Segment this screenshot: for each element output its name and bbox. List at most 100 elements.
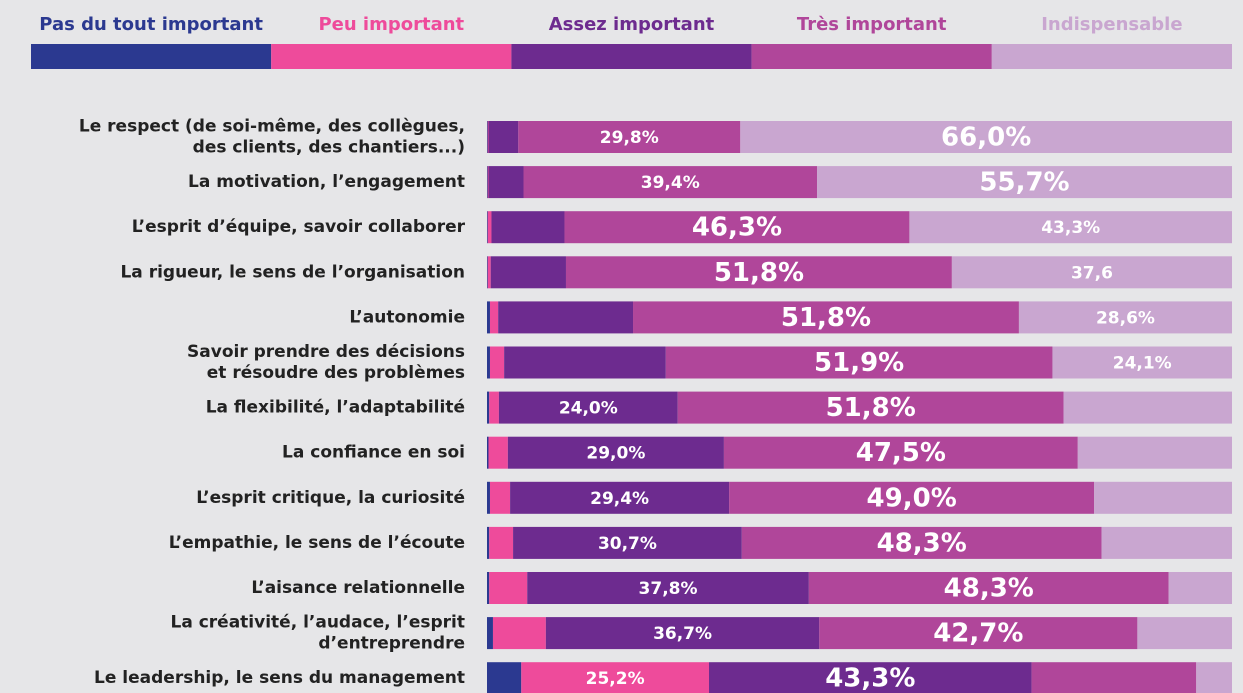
legend-label: Peu important: [318, 14, 464, 35]
category-label: Le leadership, le sens du management: [94, 668, 465, 688]
legend-label: Assez important: [549, 14, 715, 35]
category-label: des clients, des chantiers...): [193, 138, 465, 158]
value-label: 51,8%: [714, 258, 804, 288]
bar-segment: [489, 481, 511, 514]
value-label: 55,7%: [979, 168, 1069, 198]
bar-segment: [487, 481, 490, 514]
value-label: 30,7%: [598, 534, 657, 554]
value-label: 51,9%: [814, 348, 904, 378]
bar-segment: [487, 346, 490, 379]
value-label: 43,3%: [825, 664, 915, 693]
bar-segment: [510, 481, 730, 514]
legend-label: Indispensable: [1041, 14, 1182, 35]
bar-segment: [709, 662, 1032, 693]
category-label: d’entreprendre: [318, 634, 465, 654]
category-label: Le respect (de soi-même, des collègues,: [79, 117, 465, 137]
value-label: 29,4%: [590, 489, 649, 509]
value-label: 37,8%: [639, 579, 698, 599]
bar-segment: [487, 572, 490, 604]
category-label: La flexibilité, l’adaptabilité: [206, 398, 465, 418]
bar-segment: [741, 526, 1102, 559]
value-label: 51,8%: [781, 303, 871, 333]
bar-segment: [1101, 526, 1232, 559]
value-label: 48,3%: [944, 574, 1034, 604]
bar-segment: [729, 481, 1095, 514]
bar-segment: [1137, 617, 1232, 650]
value-label: 49,0%: [867, 483, 957, 513]
legend-swatch: [511, 44, 752, 69]
bar-segment: [507, 436, 724, 469]
bar-segment: [487, 121, 488, 153]
bar-segment: [1196, 662, 1232, 693]
bar-segment: [909, 211, 1232, 244]
bar-segment: [487, 301, 490, 334]
bar-segment: [489, 526, 514, 559]
value-label: 42,7%: [933, 619, 1023, 649]
bar-segment: [518, 121, 741, 153]
bar-segment: [487, 211, 488, 244]
bar-segment: [498, 391, 678, 424]
category-label: La créativité, l’audace, l’esprit: [170, 613, 465, 633]
category-label: L’esprit critique, la curiosité: [196, 488, 465, 508]
category-label: L’esprit d’équipe, savoir collaborer: [132, 217, 466, 237]
category-label: L’aisance relationnelle: [251, 578, 465, 598]
category-label: Savoir prendre des décisions: [187, 342, 465, 362]
category-label: La rigueur, le sens de l’organisation: [120, 262, 465, 282]
bar-segment: [487, 121, 489, 153]
bar-segment: [504, 346, 666, 379]
category-label: La motivation, l’engagement: [188, 172, 465, 192]
bar-segment: [545, 617, 820, 650]
bar-segment: [819, 617, 1138, 650]
bar-segment: [1052, 346, 1232, 379]
bar-segment: [498, 301, 634, 334]
legend-swatch: [991, 44, 1232, 69]
bar-segment: [487, 256, 491, 289]
value-label: 28,6%: [1096, 308, 1155, 328]
category-label: L’autonomie: [349, 307, 465, 327]
bar-segment: [1168, 572, 1232, 604]
legend-label: Très important: [797, 14, 947, 35]
legend-swatch: [271, 44, 512, 69]
bar-segment: [1018, 301, 1232, 334]
category-label: La confiance en soi: [282, 443, 465, 463]
bar-segment: [487, 526, 490, 559]
bar-segment: [740, 121, 1232, 153]
bar-segment: [665, 346, 1053, 379]
bar-segment: [564, 211, 910, 244]
value-label: 25,2%: [586, 669, 645, 689]
bar-segment: [1063, 391, 1232, 424]
value-label: 37,6: [1071, 263, 1113, 283]
bar-segment: [489, 346, 505, 379]
value-label: 48,3%: [877, 528, 967, 558]
bar-segment: [527, 572, 809, 604]
bar-segment: [1031, 662, 1197, 693]
bar-segment: [817, 166, 1232, 199]
value-label: 66,0%: [941, 123, 1031, 153]
value-label: 46,3%: [692, 213, 782, 243]
value-label: 36,7%: [653, 624, 712, 644]
bar-segment: [487, 662, 522, 693]
value-label: 51,8%: [826, 393, 916, 423]
bar-segment: [489, 301, 499, 334]
value-label: 47,5%: [856, 438, 946, 468]
bar-segment: [1094, 481, 1232, 514]
bar-segment: [565, 256, 952, 289]
bar-segment: [489, 391, 499, 424]
bar-segment: [677, 391, 1064, 424]
bar-segment: [488, 121, 519, 153]
bar-segment: [487, 256, 488, 289]
value-label: 24,0%: [559, 399, 618, 419]
legend-swatch: [31, 44, 272, 69]
bar-segment: [723, 436, 1078, 469]
bar-segment: [521, 662, 710, 693]
bar-segment: [487, 391, 490, 424]
bar-segment: [492, 617, 546, 650]
bar-segment: [523, 166, 818, 199]
bar-segment: [487, 166, 488, 199]
bar-segment: [487, 436, 489, 469]
bar-segment: [487, 617, 493, 650]
bar-segment: [490, 256, 566, 289]
bar-segment: [487, 211, 492, 244]
bar-segment: [951, 256, 1232, 289]
